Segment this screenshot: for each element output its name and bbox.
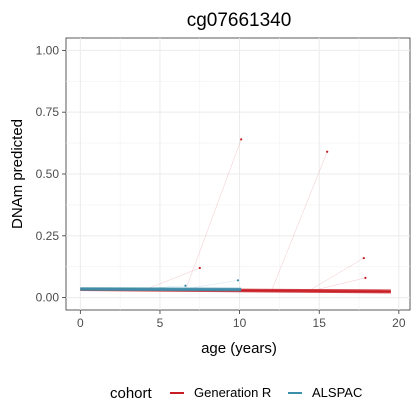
trajectory-line (129, 285, 186, 290)
data-point (236, 279, 240, 282)
data-point (364, 276, 367, 279)
trajectory-line (271, 151, 328, 292)
data-point (198, 266, 201, 270)
x-tick-label: 10 (233, 316, 247, 330)
trajectory-line (185, 139, 242, 291)
data-point (362, 256, 365, 260)
x-tick-label: 0 (77, 316, 84, 330)
y-tick-label: 0.25 (36, 229, 60, 243)
data-point (240, 138, 243, 141)
x-tick-label: 5 (157, 316, 164, 330)
legend-title: cohort (110, 385, 153, 402)
legend: cohort Generation R ALSPAC (110, 385, 362, 402)
data-point (326, 150, 329, 153)
y-tick-label: 0.75 (36, 105, 60, 119)
x-tick-label: 20 (392, 316, 406, 330)
x-tick-label: 15 (313, 316, 327, 330)
x-axis-ticks: 0 5 10 15 20 (77, 310, 406, 330)
trajectory-line (143, 267, 200, 291)
x-axis-title: age (years) (201, 340, 277, 357)
y-tick-label: 0.50 (36, 167, 60, 181)
trajectory-line (307, 257, 364, 292)
legend-label-alspac: ALSPAC (312, 385, 362, 400)
data-marks (80, 138, 391, 294)
legend-label-generation-r: Generation R (194, 385, 271, 400)
y-tick-label: 0.00 (36, 291, 60, 305)
grid-major (66, 38, 410, 310)
y-tick-label: 1.00 (36, 43, 60, 57)
y-axis-ticks: 0.00 0.25 0.50 0.75 1.00 (36, 43, 66, 305)
y-axis-title: DNAm predicted (9, 119, 26, 229)
chart-title: cg07661340 (187, 10, 292, 31)
trajectory-line (309, 277, 366, 292)
trajectory-line (182, 280, 239, 290)
data-point (184, 284, 187, 287)
